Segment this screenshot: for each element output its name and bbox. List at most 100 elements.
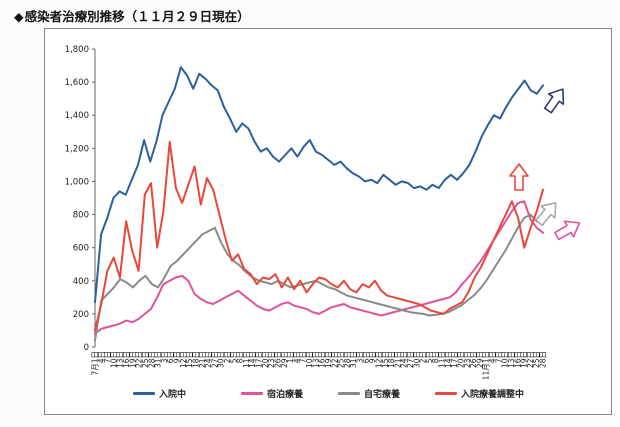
legend-swatch-home	[338, 392, 360, 395]
y-tick-label: 600	[73, 244, 89, 254]
x-tick-label: 17日	[255, 351, 264, 368]
x-tick-label: 7月1日	[91, 351, 100, 376]
x-tick-label: 17日	[450, 351, 459, 368]
x-tick-label: 5日	[229, 351, 238, 363]
home-arrow-shape	[535, 202, 557, 227]
x-tick-label: 7日	[103, 351, 112, 363]
x-tick-label: 11日	[438, 351, 447, 368]
y-tick-label: 200	[73, 310, 89, 320]
x-tick-label: 16日	[318, 351, 327, 368]
legend-swatch-hotel	[241, 392, 263, 395]
y-tick-label: 1,000	[65, 177, 89, 187]
x-tick-label: 6日	[166, 351, 175, 363]
x-tick-label: 11日	[242, 351, 251, 368]
y-tick-label: 800	[73, 211, 89, 221]
x-tick-label: 2日	[419, 351, 428, 363]
x-tick-label: 22日	[526, 351, 535, 368]
x-tick-label: 15日	[381, 351, 390, 368]
x-tick-label: 4日	[292, 351, 301, 363]
x-tick-label: 18日	[191, 351, 200, 368]
legend-label-hotel: 宿泊療養	[267, 390, 304, 400]
chart-title: ◆感染者治療別推移（１１月２９日現在）	[14, 6, 250, 25]
x-tick-label: 16日	[513, 351, 522, 368]
x-tick-label: 27日	[210, 351, 219, 368]
hotel-arrow-shape	[554, 220, 581, 241]
series-line-home	[94, 213, 544, 342]
x-tick-label: 18日	[387, 351, 396, 368]
y-tick-label: 1,800	[65, 45, 89, 55]
x-tick-label: 3日	[356, 351, 365, 363]
x-tick-label: 28日	[343, 351, 352, 368]
hospitalized-arrow-shape	[543, 88, 565, 114]
x-tick-label: 30日	[412, 351, 421, 368]
x-tick-label: 29日	[280, 351, 289, 368]
hospitalized-arrow	[543, 88, 565, 114]
chart-container: 0 200 400 600 800 1,000 1,200 1,400 1,600 1,800 7月…	[44, 28, 612, 415]
x-tick-label: 2日	[223, 351, 232, 363]
legend-label-home: 自宅療養	[364, 390, 401, 400]
x-tick-label: 28日	[539, 351, 548, 368]
line-chart: 0 200 400 600 800 1,000 1,200 1,400 1,600 1,800 7月…	[65, 45, 581, 379]
x-tick-label: 9日	[368, 351, 377, 363]
legend-swatch-hospitalized	[133, 392, 155, 395]
x-tick-label: 10日	[501, 351, 510, 368]
legend-item-hotel: 宿泊療養	[241, 387, 303, 400]
x-tick-label: 27日	[406, 351, 415, 368]
x-tick-label: 13日	[116, 351, 125, 368]
legend-item-home: 自宅療養	[338, 387, 400, 400]
y-tick-label: 1,200	[65, 144, 89, 154]
legend-item-adjusting: 入院療養調整中	[435, 387, 524, 400]
x-tick-label: 19日	[128, 351, 137, 368]
legend-label-adjusting: 入院療養調整中	[461, 390, 525, 400]
x-tick-label: 12日	[179, 351, 188, 368]
series-line-hotel	[94, 200, 544, 335]
x-tick-label: 5日	[425, 351, 434, 363]
adjusting-arrow	[509, 163, 529, 191]
x-tick-label: 22日	[135, 351, 144, 368]
x-tick-label: 10日	[109, 351, 118, 368]
x-tick-label: 20日	[261, 351, 270, 368]
x-tick-label: 24日	[400, 351, 409, 368]
x-tick-label: 26日	[273, 351, 282, 368]
y-tick-label: 0	[84, 343, 89, 353]
x-tick-label: 21日	[393, 351, 402, 368]
chart-legend: 入院中 宿泊療養 自宅療養 入院療養調整中	[45, 387, 611, 407]
series-line-hospitalized	[94, 66, 544, 304]
x-tick-label: 14日	[248, 351, 257, 368]
x-tick-label: 3日	[160, 351, 169, 363]
x-tick-label: 31日	[154, 351, 163, 368]
x-tick-label: 4日	[97, 351, 106, 363]
x-tick-label: 6日	[362, 351, 371, 363]
x-tick-label: 8日	[431, 351, 440, 363]
legend-swatch-adjusting	[435, 392, 457, 395]
x-tick-label: 19日	[520, 351, 529, 368]
x-tick-label: 16日	[122, 351, 131, 368]
x-tick-label: 7日	[299, 351, 308, 363]
x-tick-label: 23日	[267, 351, 276, 368]
home-arrow	[535, 202, 557, 227]
hotel-arrow	[554, 220, 581, 241]
x-tick-label: 21日	[198, 351, 207, 368]
y-tick-label: 1,600	[65, 78, 89, 88]
x-tick-label: 29日	[475, 351, 484, 368]
x-tick-label: 25日	[141, 351, 150, 368]
x-tick-label: 10日	[305, 351, 314, 368]
x-tick-label: 25日	[532, 351, 541, 368]
series-line-adjusting	[94, 140, 544, 332]
x-tick-label: 31日	[349, 351, 358, 368]
x-tick-label: 11月1日	[482, 351, 491, 379]
x-tick-label: 22日	[330, 351, 339, 368]
x-tick-label: 12日	[374, 351, 383, 368]
y-tick-label: 400	[73, 277, 89, 287]
x-tick-label: 26日	[469, 351, 478, 368]
x-tick-label: 4日	[488, 351, 497, 363]
y-tick-label: 1,400	[65, 111, 89, 121]
x-tick-label: 13日	[507, 351, 516, 368]
x-tick-label: 1日	[286, 351, 295, 363]
x-tick-label: 30日	[217, 351, 226, 368]
x-tick-label: 9日	[173, 351, 182, 363]
legend-label-hospitalized: 入院中	[159, 390, 187, 400]
x-tick-label: 15日	[185, 351, 194, 368]
diamond-bullet-icon: ◆	[14, 9, 24, 24]
x-tick-label: 7日	[494, 351, 503, 363]
